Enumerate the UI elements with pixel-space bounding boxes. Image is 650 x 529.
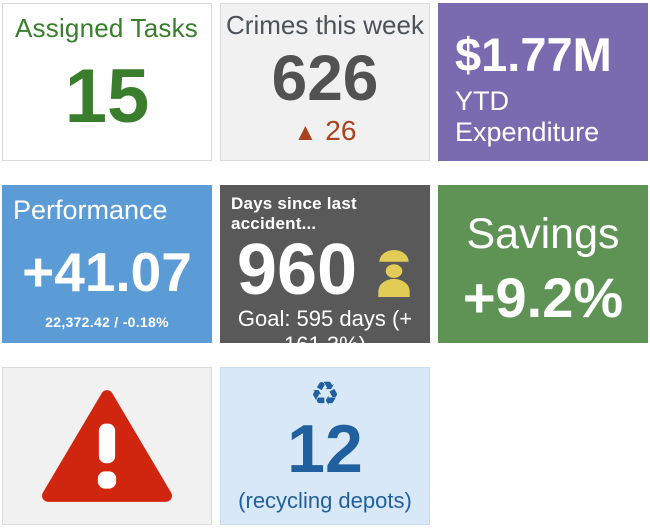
crimes-delta: ▲ 26 [294, 115, 357, 160]
empty-cell [438, 367, 648, 525]
savings-title: Savings [466, 209, 620, 258]
performance-title: Performance [13, 195, 168, 225]
accident-value: 960 [236, 230, 358, 310]
card-crimes-this-week: Crimes this week 626 ▲ 26 [220, 3, 430, 161]
warning-icon [42, 390, 172, 502]
card-performance: Performance +41.07 22,372.42 / -0.18% [2, 185, 212, 343]
expenditure-label: YTD Expenditure [455, 86, 600, 148]
performance-detail: 22,372.42 / -0.18% [45, 314, 169, 330]
card-days-since-accident: Days since last accident... 960 Goal: 59… [220, 185, 430, 343]
card-assigned-tasks: Assigned Tasks 15 [2, 3, 212, 161]
crimes-delta-value: 26 [325, 115, 357, 146]
accident-title: Days since last accident... [231, 194, 357, 233]
card-ytd-expenditure: $1.77M YTD Expenditure [438, 3, 648, 161]
recycle-icon: ♻ [310, 374, 340, 413]
crimes-value: 626 [271, 42, 379, 114]
recycling-label: (recycling depots) [238, 488, 412, 513]
card-recycling-depots: ♻ 12 (recycling depots) [220, 367, 430, 525]
assigned-tasks-title: Assigned Tasks [15, 13, 198, 43]
card-savings: Savings +9.2% [438, 185, 648, 343]
recycling-value: 12 [287, 411, 363, 487]
performance-value: +41.07 [22, 241, 192, 303]
crimes-title: Crimes this week [226, 10, 424, 40]
accident-goal: Goal: 595 days (+ 161.3%) [237, 306, 413, 343]
worker-icon [378, 249, 410, 297]
expenditure-value: $1.77M [455, 27, 612, 81]
assigned-tasks-value: 15 [64, 54, 150, 139]
card-alert [2, 367, 212, 525]
triangle-up-icon: ▲ [293, 119, 318, 146]
savings-value: +9.2% [462, 265, 624, 329]
